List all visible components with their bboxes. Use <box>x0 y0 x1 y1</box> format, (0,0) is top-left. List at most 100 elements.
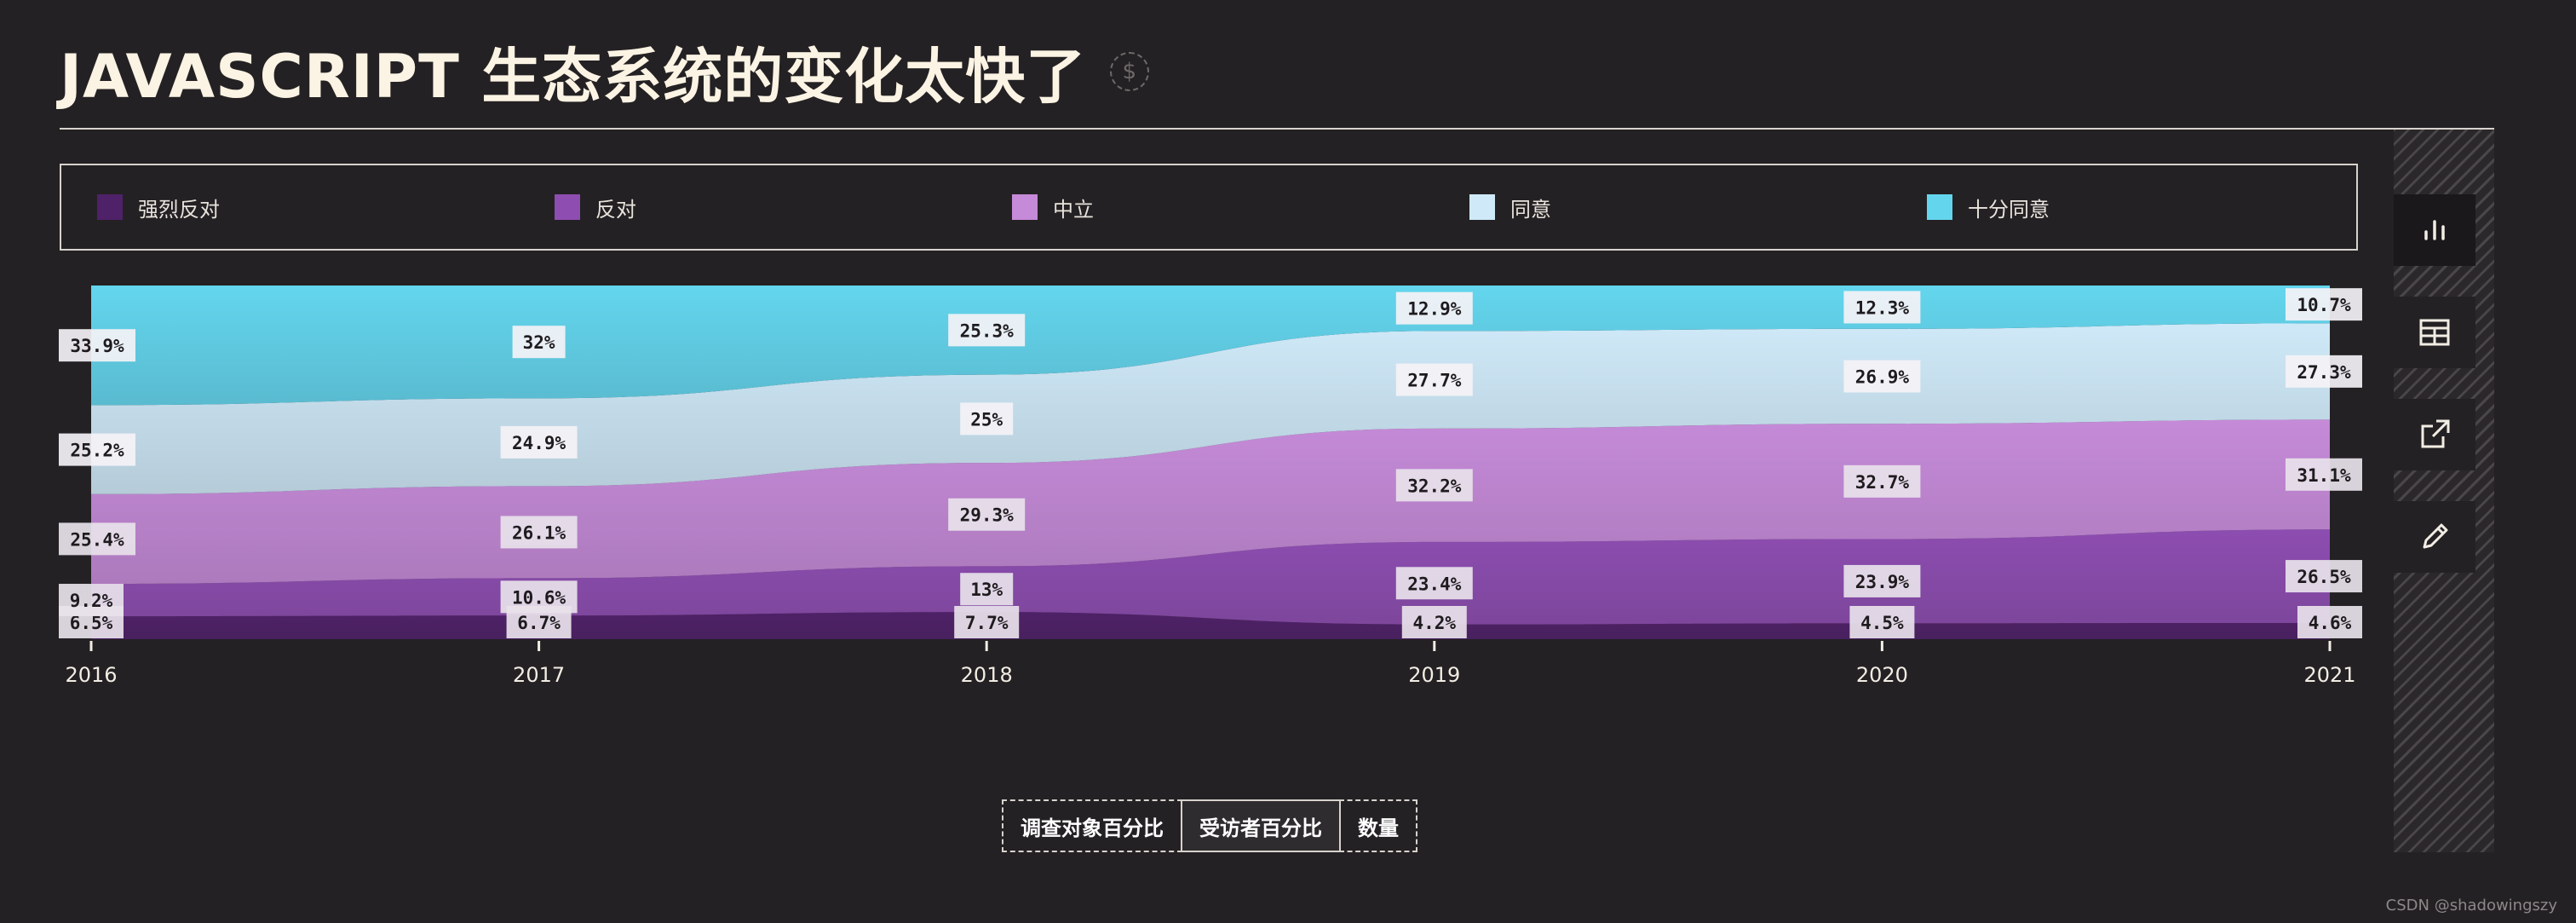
dollar-icon[interactable]: $ <box>1110 52 1150 91</box>
data-label-bg <box>500 580 578 614</box>
data-label: 12.9% <box>1407 299 1462 320</box>
legend-label: 中立 <box>1053 197 1094 222</box>
data-label: 27.3% <box>2297 362 2351 383</box>
legend-item-strongly-disagree[interactable]: 强烈反对 <box>61 193 519 222</box>
bar-chart-icon <box>2424 220 2445 240</box>
data-label: 32.7% <box>1855 472 1910 493</box>
x-tick-label: 2020 <box>1856 663 1908 687</box>
legend-label: 十分同意 <box>1968 197 2050 222</box>
data-label-bg <box>2297 606 2362 638</box>
legend-label: 同意 <box>1510 197 1551 222</box>
export-icon <box>2421 419 2450 448</box>
series-area-3 <box>91 419 2330 584</box>
data-label-bg <box>1395 291 1473 325</box>
data-label: 10.6% <box>512 587 566 608</box>
bar-chart-button[interactable] <box>2394 194 2475 266</box>
data-label: 26.5% <box>2297 567 2351 587</box>
export-button[interactable] <box>2394 399 2475 470</box>
edit-icon <box>2423 523 2448 549</box>
data-label-bg <box>1395 363 1473 396</box>
data-label-bg <box>954 606 1020 638</box>
data-label-bg <box>512 326 566 359</box>
x-tick-label: 2018 <box>961 663 1013 687</box>
legend-label: 强烈反对 <box>138 197 220 222</box>
visitors-percent-button[interactable]: 受访者百分比 <box>1181 799 1341 852</box>
data-label: 25.4% <box>70 529 124 550</box>
series-area-1 <box>91 612 2330 639</box>
respondents-percent-button[interactable]: 调查对象百分比 <box>1002 799 1182 852</box>
x-tick-label: 2019 <box>1408 663 1460 687</box>
data-label: 25.2% <box>70 441 124 461</box>
data-label-bg <box>59 433 135 466</box>
data-label-bg <box>1843 464 1921 498</box>
data-label-bg <box>960 402 1014 436</box>
table-icon <box>2419 319 2450 346</box>
data-label-bg <box>59 329 135 362</box>
data-label: 25.3% <box>960 320 1015 341</box>
data-label: 33.9% <box>70 336 124 356</box>
data-label-bg <box>2286 355 2362 388</box>
legend-label: 反对 <box>595 197 636 222</box>
data-label-bg <box>2286 288 2362 321</box>
data-label-bg <box>59 584 124 617</box>
legend-swatch <box>555 194 580 220</box>
data-label: 13% <box>970 580 1003 600</box>
data-label: 31.1% <box>2297 465 2351 486</box>
edit-button[interactable] <box>2394 501 2475 573</box>
data-label-bg <box>1843 564 1921 597</box>
data-label: 23.9% <box>1855 572 1910 592</box>
data-label: 23.4% <box>1407 574 1462 594</box>
data-label: 7.7% <box>965 613 1009 633</box>
title-divider <box>60 128 2494 130</box>
dollar-symbol: $ <box>1122 59 1137 84</box>
data-label: 25% <box>970 409 1003 430</box>
x-tick-label: 2016 <box>65 663 117 687</box>
data-label: 26.9% <box>1855 367 1910 388</box>
data-label: 26.1% <box>512 522 566 543</box>
count-button[interactable]: 数量 <box>1339 799 1417 852</box>
data-label: 12.3% <box>1855 297 1910 318</box>
data-label-bg <box>948 498 1026 531</box>
series-area-2 <box>91 529 2330 625</box>
unit-toggle: 调查对象百分比 受访者百分比 数量 <box>1002 799 1417 852</box>
legend-swatch <box>1469 194 1495 220</box>
legend-item-agree[interactable]: 同意 <box>1434 193 1891 222</box>
table-button[interactable] <box>2394 297 2475 368</box>
watermark: CSDN @shadowingszy <box>2385 897 2557 914</box>
data-label: 10.7% <box>2297 295 2351 315</box>
legend-swatch <box>97 194 123 220</box>
series-area-4 <box>91 323 2330 494</box>
data-label: 32% <box>523 332 555 353</box>
chart-legend: 强烈反对 反对 中立 同意 十分同意 <box>60 164 2358 251</box>
data-label-bg <box>59 522 135 556</box>
data-label-bg <box>1843 291 1921 324</box>
x-tick-label: 2021 <box>2303 663 2355 687</box>
data-label: 6.7% <box>517 613 561 633</box>
data-label: 4.2% <box>1413 613 1457 633</box>
legend-item-strongly-agree[interactable]: 十分同意 <box>1891 193 2349 222</box>
data-label-bg <box>1849 606 1915 638</box>
legend-swatch <box>1927 194 1952 220</box>
data-label-bg <box>500 516 578 549</box>
data-label-bg <box>2286 458 2362 491</box>
chart-title: JAVASCRIPT 生态系统的变化太快了 $ <box>60 29 1150 114</box>
data-label-bg <box>1395 567 1473 600</box>
data-label: 4.6% <box>2309 613 2352 633</box>
legend-swatch <box>1012 194 1038 220</box>
data-label-bg <box>1395 469 1473 502</box>
legend-item-disagree[interactable]: 反对 <box>519 193 976 222</box>
data-label: 9.2% <box>70 591 113 611</box>
x-tick-label: 2017 <box>513 663 565 687</box>
data-label: 29.3% <box>960 505 1015 526</box>
data-label: 27.7% <box>1407 371 1462 391</box>
data-label-bg <box>1843 360 1921 393</box>
data-label-bg <box>1401 606 1467 638</box>
series-area-5 <box>91 286 2330 406</box>
data-label-bg <box>500 425 578 459</box>
data-label: 24.9% <box>512 433 566 453</box>
data-label-bg <box>2286 560 2362 593</box>
legend-item-neutral[interactable]: 中立 <box>976 193 1434 222</box>
data-label: 4.5% <box>1860 613 1904 633</box>
data-label-bg <box>960 573 1014 606</box>
